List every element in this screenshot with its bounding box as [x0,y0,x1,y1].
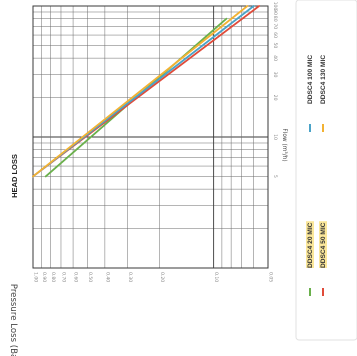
flow-tick-label: 20 [272,95,278,101]
flow-tick-label: 40 [272,55,278,61]
plot-border [32,5,269,269]
legend-label: DDSC4 130 MIC [320,55,327,104]
legend-item: DDSC4 100 MIC [307,55,314,132]
flow-tick-label: 50 [272,42,278,48]
pressure-tick-label: 0.80 [50,272,56,282]
legend-item: DDSC4 50 MIC [319,221,327,296]
legend-label: DDSC4 100 MIC [307,55,314,104]
pressure-tick-label: 0.50 [87,272,93,282]
flow-tick-label: 10 [272,134,278,140]
pressure-tick-label: 0.40 [105,272,111,282]
chart-title: HEAD LOSS [10,154,19,198]
legend-box [295,0,357,341]
series-line-4 [32,5,249,178]
legend-item: DDSC4 130 MIC [320,55,327,132]
pressure-tick-label: 0.20 [159,272,165,282]
pressure-tick-label: 0.05 [268,272,274,282]
legend-label: DDSC4 20 MIC [307,222,314,268]
pressure-tick-label: 0.30 [127,272,133,282]
flow-axis-title: Flow (m³/h) [281,128,288,161]
series-group [32,5,261,178]
flow-tick-label: 70 [272,23,278,29]
flow-tick-label: 100 [272,2,278,11]
pressure-tick-label: 0.60 [73,272,79,282]
pressure-tick-label: 0.10 [213,272,219,282]
legend-label: DDSC4 50 MIC [320,222,327,268]
flow-tick-label: 90 [272,9,278,15]
legend-label-highlight [319,221,327,268]
legend-label-highlight [306,221,314,268]
pressure-tick-label: 1.00 [33,272,39,282]
pressure-tick-label: 0.70 [61,272,67,282]
legend-item: DDSC4 20 MIC [306,221,314,296]
flow-tick-label: 5 [272,175,278,178]
flow-tick-label: 60 [272,32,278,38]
pressure-axis-title: Pressure Loss (Bar) [8,284,18,356]
flow-tick-label: 80 [272,16,278,22]
flow-tick-label: 30 [272,72,278,78]
pressure-tick-label: 0.90 [41,272,47,282]
grid [32,5,269,269]
